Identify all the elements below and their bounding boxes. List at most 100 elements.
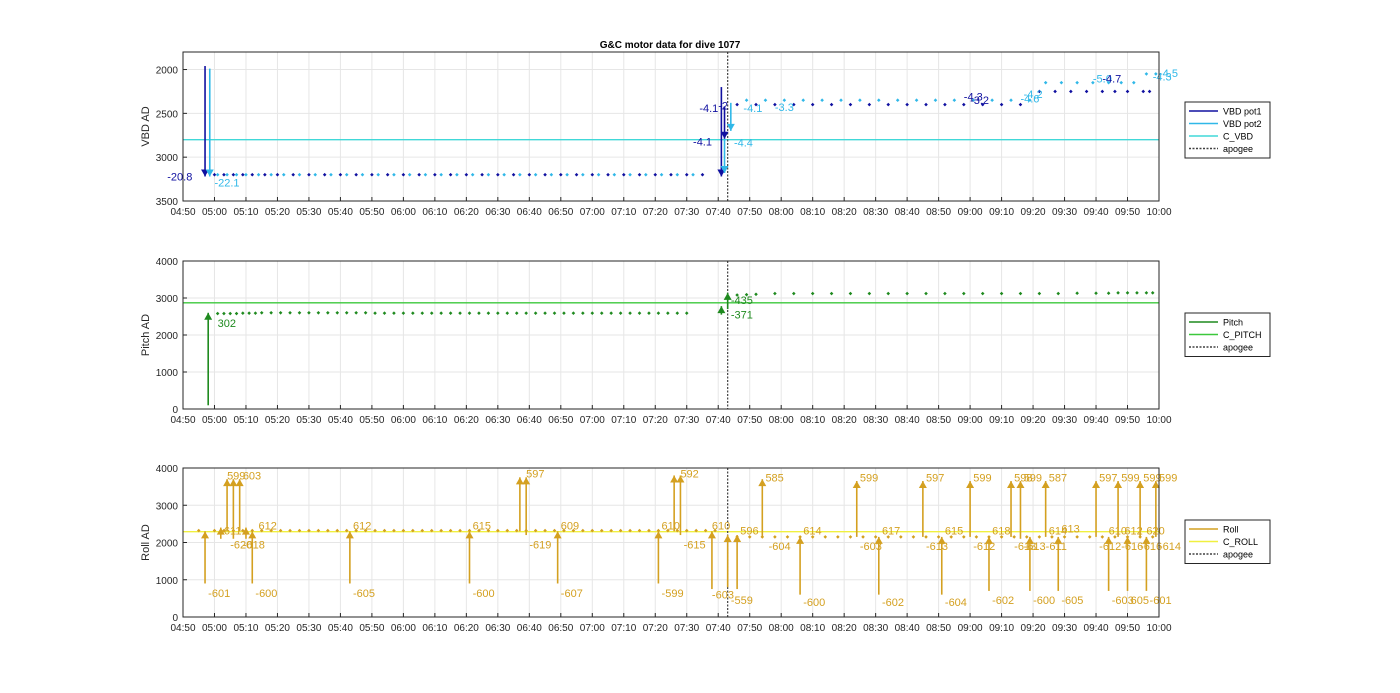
data-point: [747, 535, 752, 539]
data-point: [612, 172, 617, 177]
data-label: -604: [945, 597, 967, 609]
data-point: [962, 102, 966, 107]
data-label: 605: [1131, 595, 1149, 607]
data-point: [1113, 535, 1117, 539]
x-tick-label: 07:40: [706, 623, 731, 634]
motor-move-arrow: [717, 169, 726, 177]
data-point: [486, 311, 491, 315]
data-label: 599: [1159, 472, 1177, 484]
data-point: [486, 172, 491, 177]
data-label: -602: [992, 595, 1014, 607]
data-point: [700, 172, 705, 177]
data-point: [763, 98, 768, 103]
data-point: [1009, 98, 1013, 103]
x-tick-label: 07:00: [580, 415, 605, 426]
x-tick-label: 09:20: [1021, 415, 1046, 426]
data-point: [562, 528, 566, 533]
y-tick-label: 2000: [156, 331, 179, 342]
motor-move-arrow: [670, 475, 679, 483]
chart-panel-2: 04:50 05:00 05:10 05:20 05:30 05:40 05:50 06:00…: [140, 257, 1271, 426]
data-point: [467, 528, 472, 533]
legend-entry: VBD pot2: [1223, 119, 1262, 129]
data-point: [241, 311, 245, 315]
data-point: [744, 292, 749, 297]
data-point: [637, 311, 642, 315]
x-tick-label: 08:00: [769, 207, 794, 218]
data-point: [791, 102, 796, 107]
data-label: 597: [926, 472, 944, 484]
data-point: [773, 535, 777, 539]
motor-move-arrow: [984, 536, 993, 544]
data-point: [694, 528, 698, 533]
data-point: [656, 528, 661, 533]
data-point: [810, 102, 815, 107]
data-point: [987, 535, 991, 539]
x-tick-label: 08:00: [769, 623, 794, 634]
data-point: [448, 172, 453, 177]
motor-move-arrow: [1142, 536, 1151, 544]
data-label: 612: [259, 521, 277, 533]
data-label: 612: [353, 521, 371, 533]
x-tick-label: 09:50: [1115, 415, 1140, 426]
x-tick-label: 08:50: [926, 415, 951, 426]
data-label: -600: [255, 588, 277, 600]
x-tick-label: 09:00: [958, 623, 983, 634]
data-point: [1084, 89, 1089, 94]
data-point: [637, 172, 642, 177]
x-tick-label: 08:40: [895, 623, 920, 634]
data-point: [669, 172, 673, 177]
data-point: [354, 528, 358, 533]
data-point: [858, 98, 862, 103]
axes-box: [182, 467, 1160, 618]
motor-move-arrow: [248, 531, 257, 539]
data-point: [1024, 535, 1029, 539]
data-point: [269, 311, 273, 315]
data-point: [836, 535, 840, 539]
x-tick-label: 07:00: [580, 207, 605, 218]
data-point: [1028, 98, 1032, 103]
data-point: [1138, 535, 1142, 539]
data-point: [990, 98, 994, 103]
data-point: [1125, 89, 1130, 94]
motor-move-arrow: [1151, 481, 1160, 489]
data-point: [480, 172, 484, 177]
data-point: [999, 535, 1004, 539]
motor-move-arrow: [720, 165, 729, 173]
x-tick-label: 08:10: [800, 207, 825, 218]
data-label: -616: [1121, 541, 1143, 553]
data-label: 618: [992, 526, 1010, 538]
data-label: 587: [1049, 472, 1067, 484]
data-point: [1125, 291, 1130, 295]
x-tick-label: 08:50: [926, 207, 951, 218]
data-point: [829, 102, 834, 107]
x-tick-label: 05:40: [328, 623, 353, 634]
x-tick-label: 05:30: [296, 415, 321, 426]
data-point: [773, 291, 777, 296]
data-point: [810, 291, 815, 296]
y-tick-label: 2500: [156, 109, 179, 120]
data-label: -4.3: [1153, 72, 1172, 84]
data-label: -603: [712, 590, 734, 602]
data-point: [420, 528, 425, 533]
data-point: [1018, 291, 1023, 296]
data-point: [895, 98, 900, 103]
data-point: [1069, 89, 1073, 94]
data-point: [281, 172, 286, 177]
motor-move-arrow: [852, 481, 861, 489]
x-tick-label: 08:20: [832, 207, 857, 218]
data-point: [735, 293, 739, 297]
motor-move-arrow: [229, 479, 238, 487]
data-point: [1113, 89, 1117, 94]
y-tick-label: 4000: [156, 464, 179, 475]
data-point: [344, 528, 349, 533]
data-label: -22.1: [214, 178, 239, 190]
motor-move-arrow: [465, 531, 474, 539]
data-label: -3.3: [775, 102, 794, 114]
data-point: [905, 291, 909, 296]
motor-move-arrow: [1025, 536, 1034, 544]
x-tick-label: 06:40: [517, 207, 542, 218]
data-point: [666, 528, 670, 533]
x-tick-label: 07:40: [706, 415, 731, 426]
data-point: [886, 535, 891, 539]
y-tick-label: 0: [172, 613, 178, 624]
